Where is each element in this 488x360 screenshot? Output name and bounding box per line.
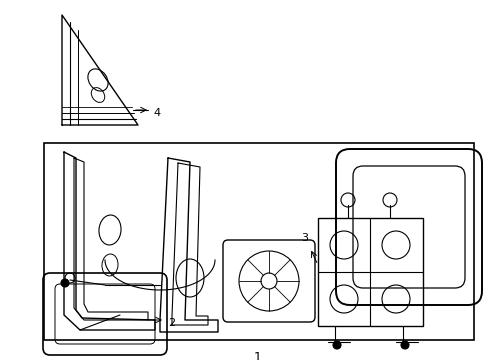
Circle shape: [400, 341, 408, 349]
Text: 4: 4: [153, 108, 160, 118]
Bar: [317, 218, 422, 326]
Text: 1: 1: [254, 351, 262, 360]
Circle shape: [61, 279, 69, 287]
Text: 3: 3: [301, 233, 308, 243]
Bar: [44, 143, 473, 340]
Text: 2: 2: [168, 318, 175, 328]
Circle shape: [332, 341, 340, 349]
